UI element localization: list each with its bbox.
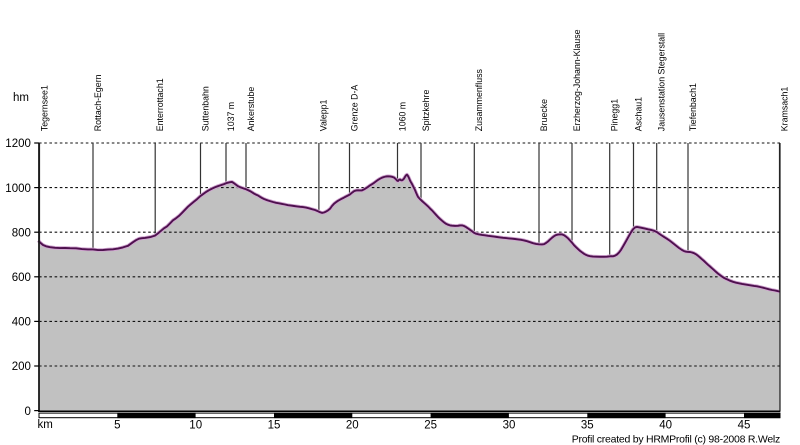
svg-text:Valepp1: Valepp1 (319, 99, 329, 131)
svg-text:5: 5 (114, 420, 120, 432)
svg-text:Suttenbahn: Suttenbahn (200, 86, 210, 131)
svg-text:Bruecke: Bruecke (539, 99, 549, 131)
svg-text:Zusammenfluss: Zusammenfluss (474, 69, 484, 132)
svg-text:15: 15 (268, 420, 281, 432)
svg-text:Kramsach1: Kramsach1 (779, 87, 789, 132)
svg-text:Tegernsee1: Tegernsee1 (39, 85, 49, 131)
svg-text:40: 40 (659, 420, 672, 432)
svg-text:Tiefenbach1: Tiefenbach1 (688, 83, 698, 131)
svg-text:1200: 1200 (5, 138, 31, 150)
svg-text:1037 m: 1037 m (226, 102, 236, 131)
svg-text:Profil created by HRMProfil (c: Profil created by HRMProfil (c) 98-2008 … (572, 433, 780, 445)
svg-text:20: 20 (346, 420, 359, 432)
svg-text:Ankerstube: Ankerstube (246, 87, 256, 132)
svg-text:1000: 1000 (5, 183, 31, 195)
svg-text:hm: hm (13, 92, 29, 104)
svg-text:Spitzkehre: Spitzkehre (421, 90, 431, 132)
svg-text:Enterrottach1: Enterrottach1 (155, 78, 165, 131)
svg-text:35: 35 (581, 420, 594, 432)
svg-text:km: km (38, 419, 53, 431)
svg-text:25: 25 (424, 420, 437, 432)
svg-text:Rottach-Egern: Rottach-Egern (93, 74, 103, 131)
svg-text:600: 600 (12, 272, 31, 284)
svg-text:10: 10 (189, 420, 202, 432)
svg-text:45: 45 (738, 420, 751, 432)
svg-text:1060 m: 1060 m (397, 102, 407, 131)
svg-text:0: 0 (24, 406, 30, 418)
svg-text:800: 800 (12, 227, 31, 239)
svg-text:30: 30 (503, 420, 516, 432)
svg-text:400: 400 (12, 317, 31, 329)
svg-text:Grenze D-A: Grenze D-A (349, 85, 359, 132)
svg-text:Aschau1: Aschau1 (633, 97, 643, 131)
svg-text:Pinegg1: Pinegg1 (610, 99, 620, 131)
svg-text:Jausenstation Stegerstall: Jausenstation Stegerstall (657, 33, 667, 131)
svg-text:Erzherzog-Johann-Klause: Erzherzog-Johann-Klause (572, 29, 582, 131)
svg-text:200: 200 (12, 361, 31, 373)
